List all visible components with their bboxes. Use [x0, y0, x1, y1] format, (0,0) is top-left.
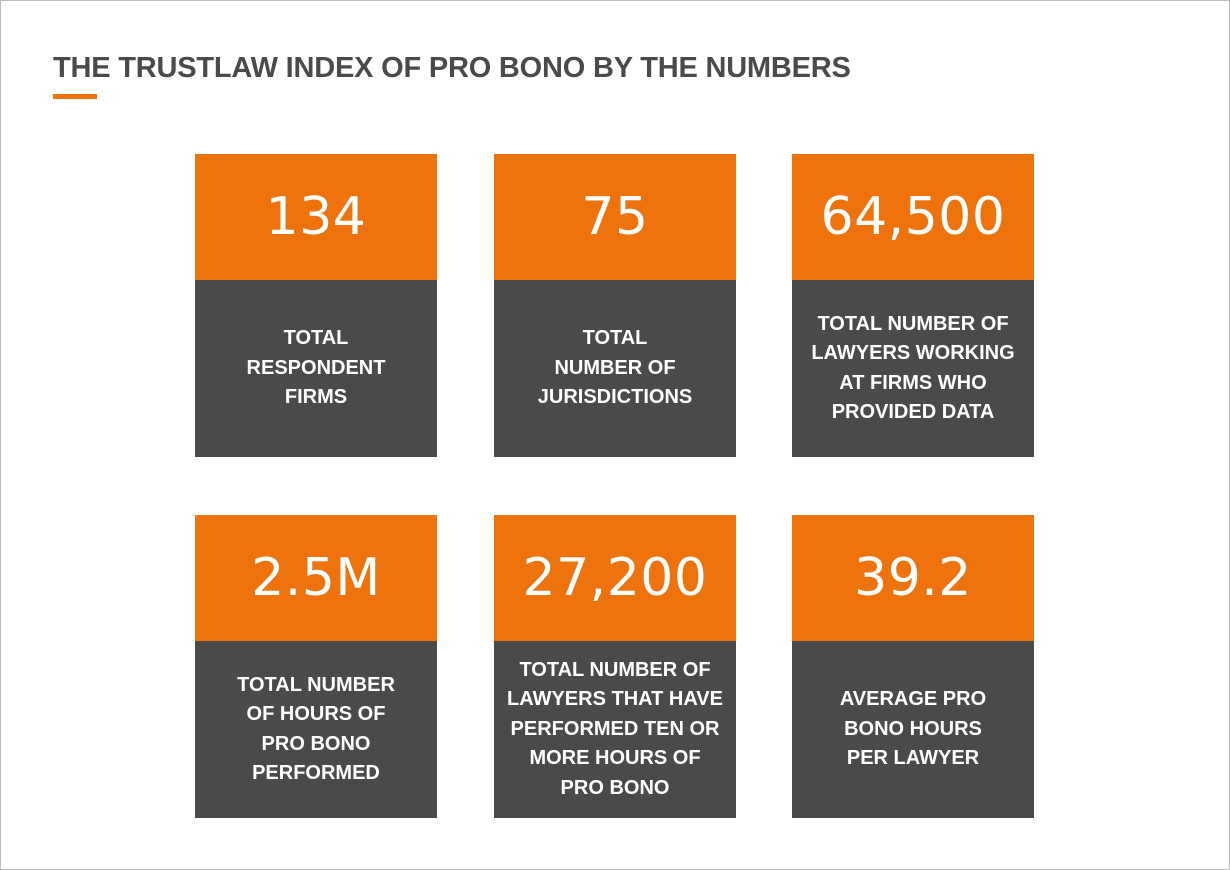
stat-label-panel: TOTAL NUMBER OF JURISDICTIONS — [494, 280, 736, 457]
stat-label: AVERAGE PRO BONO HOURS PER LAWYER — [839, 688, 987, 770]
stat-value: 75 — [581, 187, 649, 247]
stat-value-panel: 134 — [195, 154, 437, 280]
stat-value-panel: 2.5M — [195, 515, 437, 641]
stat-value: 2.5M — [251, 548, 381, 608]
stat-card-lawyers-ten-hours: 27,200 TOTAL NUMBER OF LAWYERS THAT HAVE… — [494, 515, 736, 818]
stat-label: TOTAL NUMBER OF LAWYERS WORKING AT FIRMS… — [811, 312, 1015, 424]
stat-value-panel: 27,200 — [494, 515, 736, 641]
stat-card-total-jurisdictions: 75 TOTAL NUMBER OF JURISDICTIONS — [494, 154, 736, 457]
stat-card-total-respondent-firms: 134 TOTAL RESPONDENT FIRMS — [195, 154, 437, 457]
stat-label: TOTAL NUMBER OF JURISDICTIONS — [537, 327, 693, 409]
stat-card-total-lawyers: 64,500 TOTAL NUMBER OF LAWYERS WORKING A… — [792, 154, 1034, 457]
stat-value-panel: 75 — [494, 154, 736, 280]
stat-label-panel: TOTAL RESPONDENT FIRMS — [195, 280, 437, 457]
stat-label-panel: TOTAL NUMBER OF LAWYERS WORKING AT FIRMS… — [792, 280, 1034, 457]
stat-value-panel: 39.2 — [792, 515, 1034, 641]
stat-value: 39.2 — [854, 548, 972, 608]
stat-value: 64,500 — [820, 187, 1006, 247]
page-title: THE TRUSTLAW INDEX OF PRO BONO BY THE NU… — [53, 52, 851, 84]
stat-label: TOTAL NUMBER OF HOURS OF PRO BONO PERFOR… — [237, 673, 395, 785]
stat-value: 134 — [265, 187, 367, 247]
stat-card-average-hours: 39.2 AVERAGE PRO BONO HOURS PER LAWYER — [792, 515, 1034, 818]
stat-value-panel: 64,500 — [792, 154, 1034, 280]
title-underline — [53, 94, 97, 99]
stat-label: TOTAL NUMBER OF LAWYERS THAT HAVE PERFOR… — [507, 658, 723, 799]
stat-label-panel: TOTAL NUMBER OF HOURS OF PRO BONO PERFOR… — [195, 641, 437, 818]
stat-label: TOTAL RESPONDENT FIRMS — [246, 327, 386, 409]
stat-label-panel: TOTAL NUMBER OF LAWYERS THAT HAVE PERFOR… — [494, 641, 736, 818]
stat-value: 27,200 — [522, 548, 708, 608]
stat-label-panel: AVERAGE PRO BONO HOURS PER LAWYER — [792, 641, 1034, 818]
stat-card-total-hours: 2.5M TOTAL NUMBER OF HOURS OF PRO BONO P… — [195, 515, 437, 818]
